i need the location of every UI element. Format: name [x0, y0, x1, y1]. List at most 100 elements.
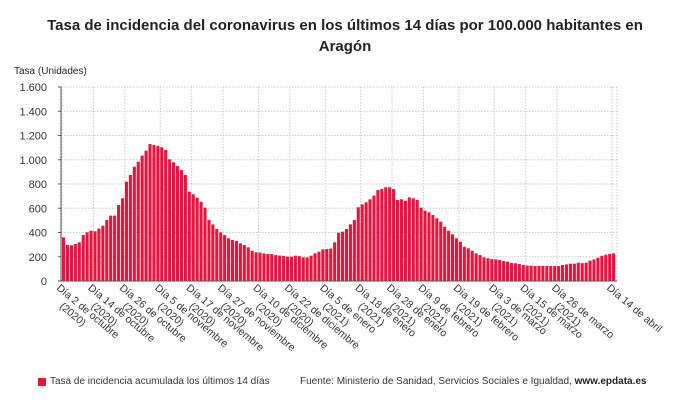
bar: [93, 231, 97, 281]
bar: [89, 230, 93, 281]
bar: [447, 230, 451, 281]
bar: [254, 252, 258, 281]
x-tick-label: Día 27 de noviembre(2020): [207, 282, 297, 363]
bar: [234, 240, 239, 281]
bar: [458, 241, 462, 281]
bar: [423, 210, 427, 281]
bar: [172, 162, 176, 281]
bar: [537, 265, 541, 281]
legend-swatch: [38, 377, 46, 386]
bar: [313, 253, 317, 281]
bar: [105, 220, 109, 281]
bar: [372, 195, 376, 281]
bar: [368, 199, 372, 281]
bar: [73, 244, 77, 281]
bar: [450, 234, 455, 281]
bar: [309, 255, 313, 281]
bar: [262, 253, 266, 281]
bar: [258, 252, 262, 281]
bar: [584, 262, 588, 281]
bar: [411, 198, 415, 281]
bar: [513, 263, 517, 281]
bar: [360, 204, 364, 281]
bar: [183, 175, 187, 281]
bar: [592, 259, 596, 281]
bar: [230, 240, 235, 281]
bar: [120, 198, 125, 281]
bar: [227, 238, 231, 281]
bar: [148, 143, 152, 281]
bar: [509, 262, 514, 281]
bar: [195, 197, 199, 281]
bar: [297, 256, 301, 281]
bar: [219, 232, 223, 281]
bar: [301, 257, 305, 281]
bar: [124, 181, 128, 281]
y-tick-label: 1.000: [19, 155, 47, 167]
bar: [498, 260, 502, 281]
bar: [175, 166, 180, 281]
bar: [101, 225, 105, 281]
bar: [604, 254, 608, 281]
bar: [364, 202, 368, 281]
bar: [533, 265, 537, 281]
bar: [132, 166, 136, 281]
bar: [337, 232, 341, 281]
y-tick-label: 1.200: [19, 131, 47, 143]
bar: [380, 188, 384, 281]
bar: [384, 187, 388, 281]
bar: [285, 256, 290, 281]
bar: [482, 257, 486, 281]
bar: [352, 220, 356, 281]
bar: [454, 238, 459, 281]
bar: [136, 161, 140, 281]
bar: [486, 258, 490, 281]
bar: [278, 255, 282, 281]
bar: [568, 263, 572, 281]
bar: [305, 257, 309, 281]
bar: [113, 215, 117, 281]
source-note: Fuente: Ministerio de Sanidad, Servicios…: [300, 376, 646, 387]
bar: [128, 175, 132, 281]
y-axis-label: Tasa (Unidades): [14, 66, 87, 77]
bar: [419, 207, 423, 281]
bar: [431, 215, 435, 281]
bar: [270, 254, 274, 281]
bar: [168, 159, 172, 281]
bar: [541, 265, 545, 281]
bar: [494, 259, 498, 281]
bar: [505, 261, 510, 281]
bar: [199, 201, 203, 281]
bar: [117, 204, 121, 281]
bar: [215, 228, 219, 281]
bar: [427, 212, 431, 281]
bar: [140, 155, 144, 281]
bar: [553, 265, 557, 281]
bar: [474, 253, 478, 281]
bar: [572, 263, 576, 281]
bar: [435, 218, 439, 281]
bar: [223, 235, 227, 281]
bar: [325, 248, 329, 281]
bar: [403, 200, 407, 281]
bar: [77, 242, 81, 281]
bar: [62, 237, 66, 281]
bar: [356, 207, 360, 281]
bar: [344, 228, 349, 281]
bar: [521, 264, 525, 281]
x-tick-label: Día 14 de abril: [604, 282, 664, 335]
bar: [191, 194, 195, 281]
bar: [250, 250, 254, 281]
bar: [462, 246, 466, 281]
bar: [439, 221, 443, 281]
bar: [211, 224, 215, 281]
y-tick-label: 800: [29, 179, 47, 191]
y-tick-label: 200: [29, 252, 47, 264]
bar: [321, 249, 325, 281]
bar: [293, 255, 297, 281]
bar: [517, 264, 521, 281]
bar: [266, 253, 270, 281]
bar: [81, 235, 85, 281]
bar: [549, 265, 553, 281]
